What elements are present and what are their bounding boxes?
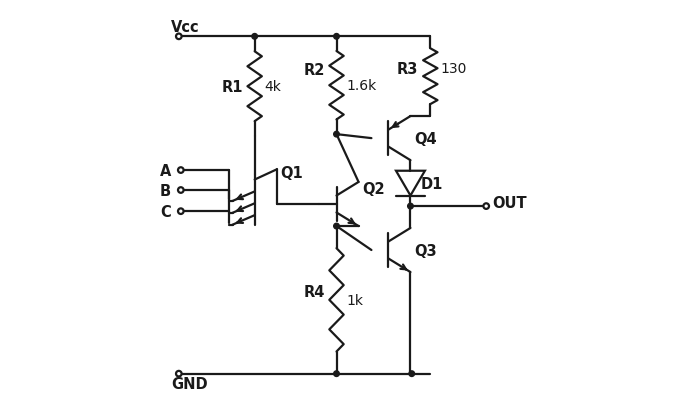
Text: R1: R1 bbox=[221, 79, 243, 95]
Text: C: C bbox=[160, 204, 171, 219]
Text: R3: R3 bbox=[397, 61, 419, 77]
Text: Vcc: Vcc bbox=[171, 20, 199, 35]
Text: 1k: 1k bbox=[347, 293, 363, 307]
Circle shape bbox=[334, 224, 339, 229]
Text: R2: R2 bbox=[303, 63, 324, 77]
Text: D1: D1 bbox=[421, 176, 443, 191]
Text: A: A bbox=[160, 163, 171, 178]
Text: R4: R4 bbox=[303, 285, 324, 300]
Circle shape bbox=[409, 371, 415, 377]
Text: 130: 130 bbox=[440, 62, 466, 76]
Circle shape bbox=[252, 34, 258, 40]
Circle shape bbox=[483, 204, 489, 209]
Circle shape bbox=[408, 204, 413, 209]
Text: OUT: OUT bbox=[492, 195, 527, 210]
Circle shape bbox=[334, 132, 339, 138]
Text: Q1: Q1 bbox=[281, 166, 304, 180]
Circle shape bbox=[178, 209, 184, 215]
Circle shape bbox=[176, 34, 182, 40]
Circle shape bbox=[178, 168, 184, 173]
Text: Q3: Q3 bbox=[415, 243, 437, 258]
Circle shape bbox=[178, 188, 184, 193]
Circle shape bbox=[334, 371, 339, 377]
Text: Q4: Q4 bbox=[415, 131, 437, 146]
Circle shape bbox=[176, 371, 182, 377]
Text: B: B bbox=[160, 183, 171, 198]
Circle shape bbox=[334, 34, 339, 40]
Text: Q2: Q2 bbox=[363, 182, 385, 196]
Text: GND: GND bbox=[171, 376, 207, 391]
Text: 4k: 4k bbox=[264, 80, 281, 94]
Text: 1.6k: 1.6k bbox=[347, 79, 377, 93]
